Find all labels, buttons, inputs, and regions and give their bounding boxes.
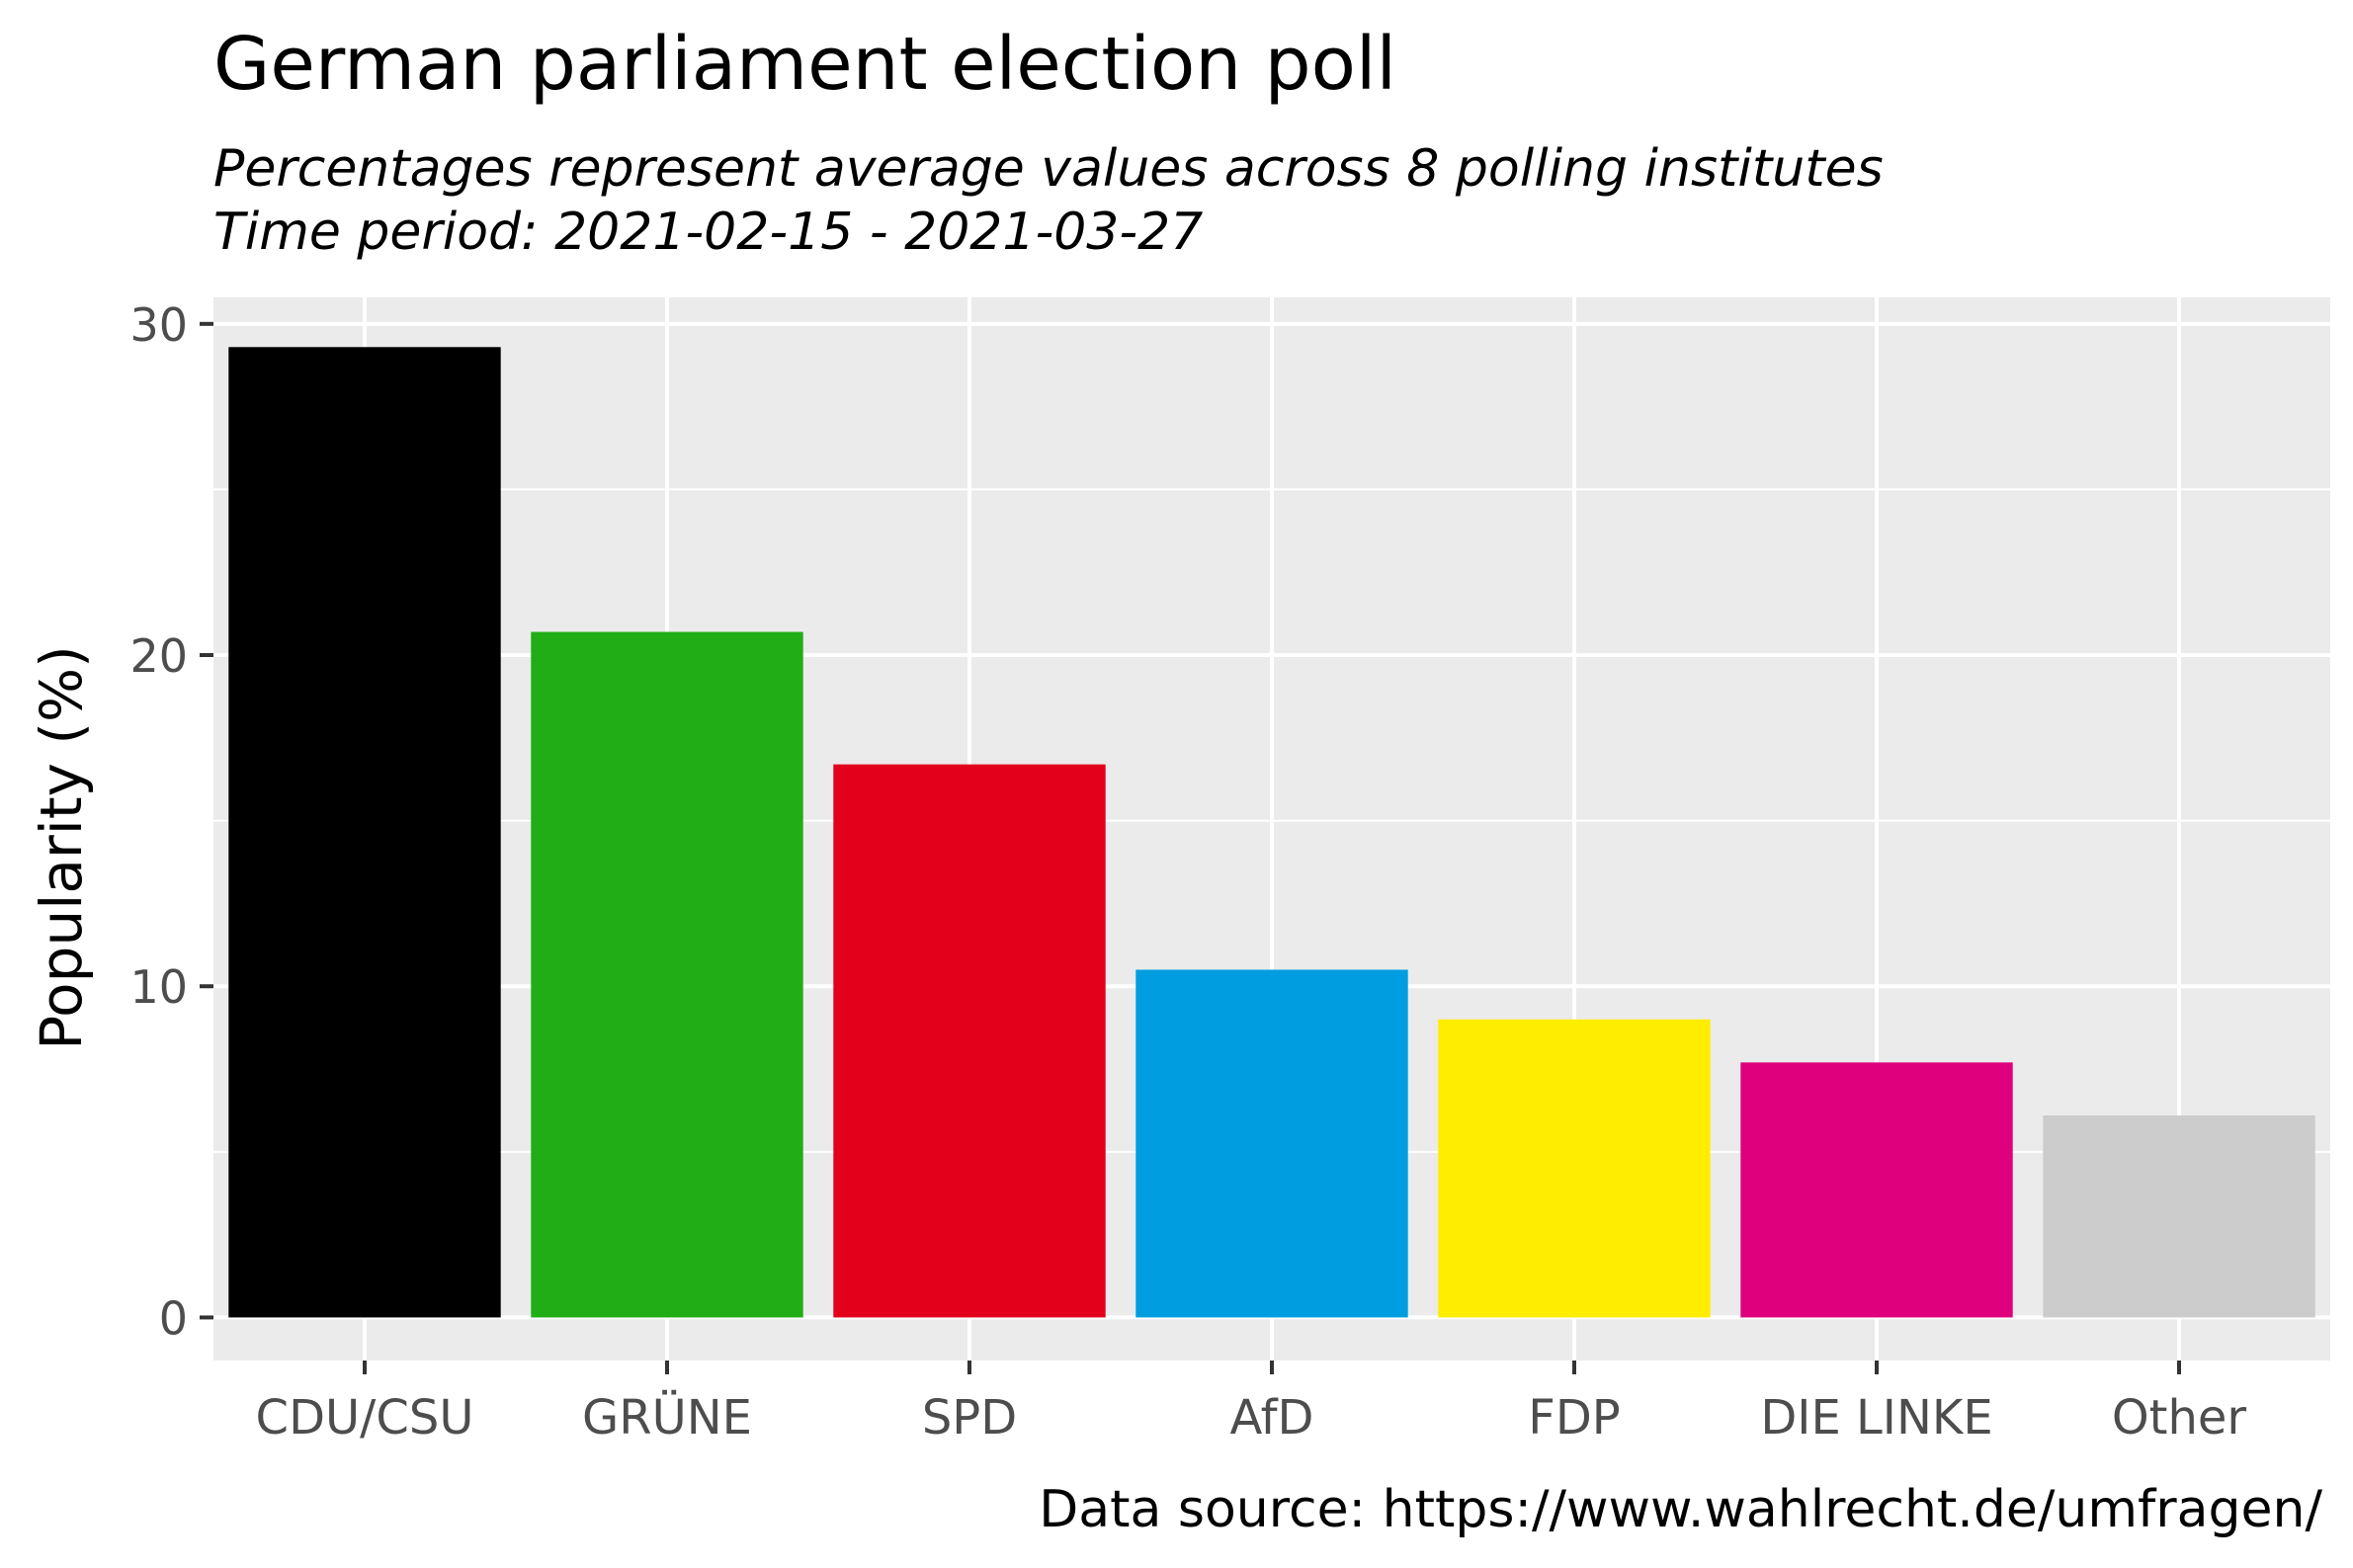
y-tick-label: 0 <box>159 1291 188 1345</box>
bar-die-linke <box>1740 1062 2013 1318</box>
y-tick-label: 10 <box>129 960 188 1014</box>
y-tick-label: 30 <box>129 298 188 352</box>
y-tick-label: 20 <box>129 629 188 683</box>
bars <box>228 347 2315 1318</box>
chart-title: German parliament election poll <box>213 22 1396 107</box>
bar-fdp <box>1438 1019 1711 1318</box>
x-tick-label: GRÜNE <box>582 1390 752 1445</box>
x-tick-label: CDU/CSU <box>256 1390 474 1445</box>
y-axis-title: Popularity (%) <box>28 645 95 1049</box>
x-tick-label: DIE LINKE <box>1760 1390 1992 1445</box>
chart-subtitle-line-1: Percentages represent average values acr… <box>213 139 1884 199</box>
bar-spd <box>833 764 1106 1318</box>
x-tick-label: Other <box>2112 1390 2247 1445</box>
chart-caption: Data source: https://www.wahlrecht.de/um… <box>1039 1480 2322 1539</box>
x-tick-label: FDP <box>1528 1390 1621 1445</box>
axes: 0 10 20 30 CDU/CSU GRÜNE SPD AfD FDP DIE LINKE Oth… <box>129 298 2246 1445</box>
x-tick-label: SPD <box>922 1390 1017 1445</box>
bar-other <box>2043 1114 2315 1318</box>
bar-cdu-csu <box>228 347 501 1318</box>
chart-subtitle-line-2: Time period: 2021-02-15 - 2021-03-27 <box>213 203 1203 262</box>
x-tick-label: AfD <box>1230 1390 1314 1445</box>
bar-afd <box>1135 969 1408 1318</box>
bar-gr-ne <box>531 631 803 1318</box>
